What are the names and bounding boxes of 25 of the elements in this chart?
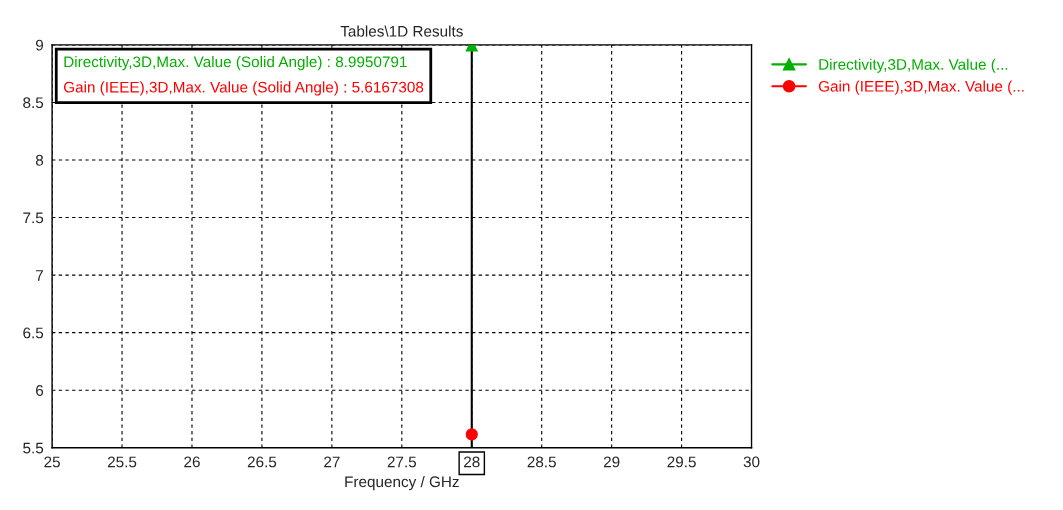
y-tick-label: 5.5: [23, 442, 44, 454]
legend-label: Directivity,3D,Max. Value (...: [819, 58, 1008, 73]
x-tick-label: 29: [603, 456, 620, 468]
x-tick-label: 28: [464, 456, 480, 468]
x-tick-label: 30: [743, 456, 760, 468]
y-tick-label: 8.5: [23, 97, 44, 109]
y-tick-label: 7.5: [23, 212, 44, 224]
x-axis-title: Frequency / GHz: [345, 475, 459, 491]
x-tick-label: 25: [44, 456, 60, 468]
x-tick-label: 26: [184, 456, 200, 468]
y-tick-label: 7: [36, 270, 43, 281]
x-tick-label: 25.5: [107, 456, 137, 468]
x-tick-label: 28.5: [527, 456, 556, 468]
x-tick-label: 27.5: [387, 456, 417, 468]
chart-title: Tables\1D Results: [340, 25, 463, 37]
annotation: Gain (IEEE),3D,Max. Value (Solid Angle) : 5.6167308: [63, 81, 424, 96]
x-tick-label: 26.5: [247, 456, 277, 468]
x-tick-label: 27: [324, 456, 340, 468]
y-tick-label: 6.5: [23, 327, 44, 339]
legend-label: Gain (IEEE),3D,Max. Value (...: [818, 80, 1024, 95]
annotation: Directivity,3D,Max. Value (Solid Angle) : 8.9950791: [64, 55, 407, 71]
y-tick-label: 9: [35, 39, 44, 51]
x-tick-label: 29.5: [667, 456, 696, 468]
y-tick-label: 6: [36, 385, 44, 396]
y-tick-label: 8: [35, 154, 44, 166]
